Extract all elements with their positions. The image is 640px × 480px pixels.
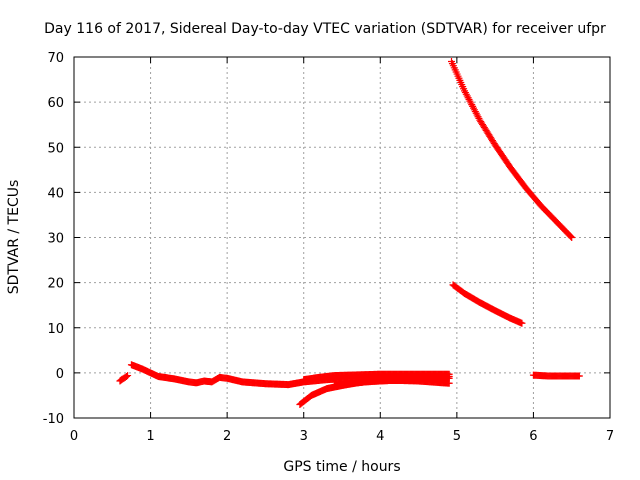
data-point bbox=[567, 233, 575, 241]
y-tick-label: 0 bbox=[56, 367, 64, 382]
data-point bbox=[445, 374, 453, 382]
data-point bbox=[575, 372, 583, 380]
data-points bbox=[116, 58, 583, 408]
x-axis-label: GPS time / hours bbox=[283, 459, 400, 475]
x-tick-label: 7 bbox=[606, 429, 614, 444]
y-tick-label: 30 bbox=[47, 232, 64, 247]
series-arc-7 bbox=[449, 281, 526, 327]
series-arc-8 bbox=[529, 371, 583, 380]
data-point bbox=[518, 319, 526, 327]
y-tick-label: 60 bbox=[47, 96, 64, 111]
data-point bbox=[568, 234, 576, 241]
x-tick-label: 5 bbox=[453, 429, 461, 444]
series-arc-1 bbox=[116, 372, 132, 385]
axis-ticks: 0 1 2 3 4 5 6 7 -10 0 10 20 30 40 50 60 70 bbox=[43, 51, 614, 444]
y-tick-label: 50 bbox=[47, 141, 64, 156]
y-axis-label: SDTVAR / TECUs bbox=[6, 180, 22, 295]
x-tick-label: 4 bbox=[376, 429, 384, 444]
x-tick-label: 2 bbox=[223, 429, 231, 444]
y-tick-label: 20 bbox=[47, 277, 64, 292]
y-tick-label: 70 bbox=[47, 51, 64, 66]
x-tick-label: 3 bbox=[300, 429, 308, 444]
y-tick-label: 10 bbox=[47, 322, 64, 337]
y-tick-label: -10 bbox=[43, 412, 64, 427]
x-tick-label: 0 bbox=[70, 429, 78, 444]
chart-title: Day 116 of 2017, Sidereal Day-to-day VTE… bbox=[44, 21, 606, 37]
x-tick-label: 1 bbox=[146, 429, 154, 444]
x-tick-label: 6 bbox=[529, 429, 537, 444]
grid bbox=[74, 57, 610, 418]
data-point bbox=[122, 372, 130, 380]
y-tick-label: 40 bbox=[47, 186, 64, 201]
data-point bbox=[124, 372, 132, 380]
series-arc-5 bbox=[330, 374, 453, 390]
series-arc-6 bbox=[447, 58, 576, 241]
